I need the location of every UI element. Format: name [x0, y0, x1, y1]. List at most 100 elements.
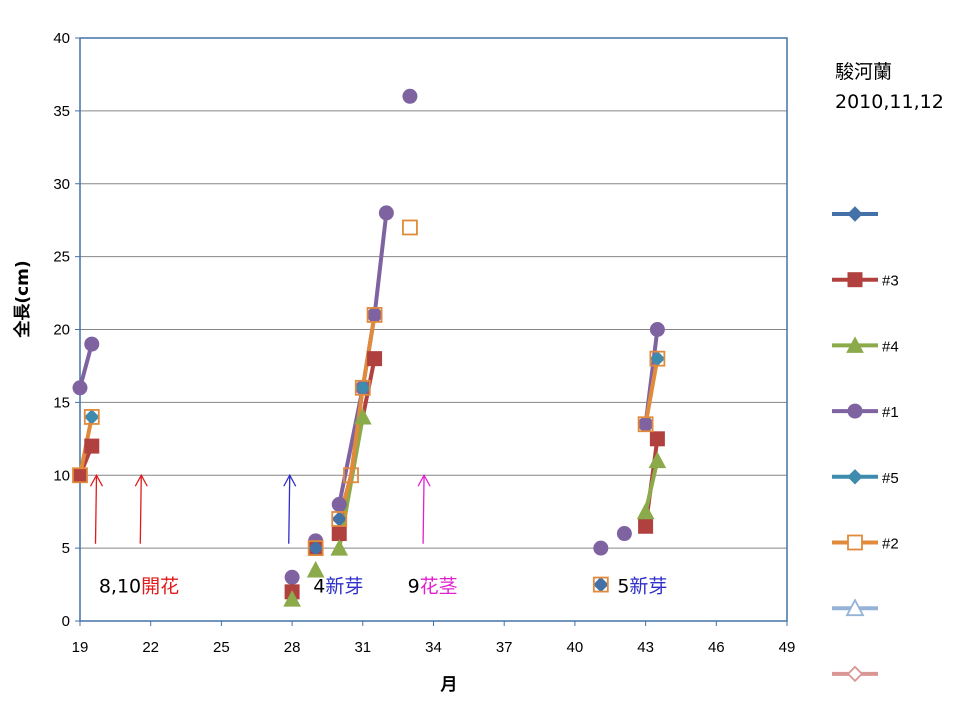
annotation-arrowhead	[89, 473, 104, 487]
annotation-number: 9	[408, 576, 420, 598]
legend-label: #3	[882, 273, 899, 290]
data-point	[402, 219, 418, 236]
y-tick-label: 40	[53, 30, 70, 47]
series-layer	[72, 88, 667, 607]
annotation-arrowhead	[417, 473, 431, 487]
annotation-arrow	[94, 475, 98, 544]
x-tick-label: 43	[637, 639, 654, 656]
x-tick-label: 40	[567, 639, 584, 656]
data-point	[331, 496, 347, 512]
data-point	[367, 307, 383, 323]
data-point	[593, 540, 609, 556]
data-point	[72, 380, 88, 396]
annotation-arrow	[139, 475, 142, 544]
x-tick-label: 28	[284, 639, 301, 656]
x-axis-title: 月	[440, 675, 458, 695]
annotations: 8,10開花 4新芽 9花茎 5新芽	[99, 576, 668, 598]
gridlines	[80, 110, 787, 549]
legend: #3 #4 #1 #5 #2	[832, 206, 899, 683]
annotation-arrow	[422, 475, 425, 544]
data-point	[845, 598, 865, 617]
x-tick-label: 46	[708, 639, 725, 656]
annotation-number: 8,10	[99, 576, 141, 598]
chart-subtitle: 2010,11,12	[835, 91, 944, 113]
data-point	[84, 409, 100, 425]
series-line	[78, 342, 94, 390]
annotation-word: 新芽	[629, 576, 667, 598]
y-tick-label: 30	[53, 176, 70, 193]
annotation-arrowhead	[283, 473, 297, 487]
series-line	[643, 356, 660, 427]
data-point	[354, 379, 371, 396]
x-tick-label: 37	[496, 639, 513, 656]
annotation-label: 4新芽	[313, 576, 363, 598]
legend-label: #2	[882, 536, 899, 553]
data-point	[84, 336, 100, 352]
data-point	[847, 403, 863, 419]
y-tick-label: 20	[53, 322, 70, 339]
legend-label: #5	[882, 470, 899, 487]
data-point	[366, 307, 383, 323]
annotation-label: 8,10開花	[99, 576, 179, 598]
data-point	[847, 206, 863, 222]
data-point	[331, 511, 348, 527]
annotation-number: 5	[617, 576, 629, 598]
x-tick-label: 34	[425, 639, 442, 656]
legend-marker	[847, 534, 863, 551]
data-point	[330, 539, 349, 556]
data-point	[343, 467, 359, 484]
annotation-word: 開花	[141, 576, 179, 598]
annotation-arrows	[89, 473, 431, 544]
data-point	[649, 322, 665, 337]
data-point	[331, 526, 347, 542]
chart-title: 駿河蘭	[835, 61, 892, 83]
data-point	[378, 205, 394, 221]
data-point	[638, 518, 654, 534]
data-point	[846, 665, 864, 683]
data-point	[636, 502, 655, 520]
data-point	[306, 560, 325, 578]
x-tick-label: 31	[354, 639, 371, 656]
y-axis-title: 全長(cm)	[12, 260, 33, 338]
y-tick-label: 5	[62, 540, 70, 557]
data-point	[402, 88, 418, 104]
y-tick-label: 0	[62, 613, 70, 630]
data-point	[592, 576, 609, 593]
x-tick-label: 25	[213, 639, 230, 656]
data-point	[307, 540, 324, 557]
data-point	[649, 350, 666, 367]
data-point	[72, 467, 88, 483]
data-point	[649, 431, 665, 447]
x-tick-label: 19	[72, 639, 89, 656]
data-point	[846, 336, 864, 353]
data-point	[847, 469, 863, 485]
data-point	[847, 272, 863, 288]
data-point	[283, 590, 301, 607]
series-line	[643, 458, 660, 514]
data-point	[83, 409, 100, 425]
y-tick-label: 10	[53, 467, 70, 484]
series-line	[337, 312, 377, 521]
data-point	[84, 438, 100, 454]
annotation-word: 新芽	[325, 576, 363, 598]
annotation-number: 4	[313, 576, 325, 598]
data-point	[593, 576, 609, 593]
annotation-label: 5新芽	[617, 576, 667, 598]
data-point	[648, 451, 667, 469]
x-tick-label: 22	[142, 639, 159, 656]
y-tick-label: 15	[53, 394, 70, 411]
data-point	[72, 467, 88, 484]
annotation-arrowhead	[134, 473, 148, 487]
x-axis: 19 22 25 28 31 34 37 40 43 46 49	[72, 621, 796, 656]
legend-label: #1	[882, 404, 899, 421]
data-point	[637, 416, 654, 433]
data-point	[638, 416, 654, 432]
annotation-label: 9花茎	[408, 576, 458, 598]
legend-label: #4	[882, 338, 899, 355]
data-point	[353, 407, 372, 425]
data-point	[367, 351, 383, 367]
y-tick-label: 35	[53, 103, 70, 120]
data-point	[616, 526, 632, 542]
x-tick-label: 49	[779, 639, 796, 656]
